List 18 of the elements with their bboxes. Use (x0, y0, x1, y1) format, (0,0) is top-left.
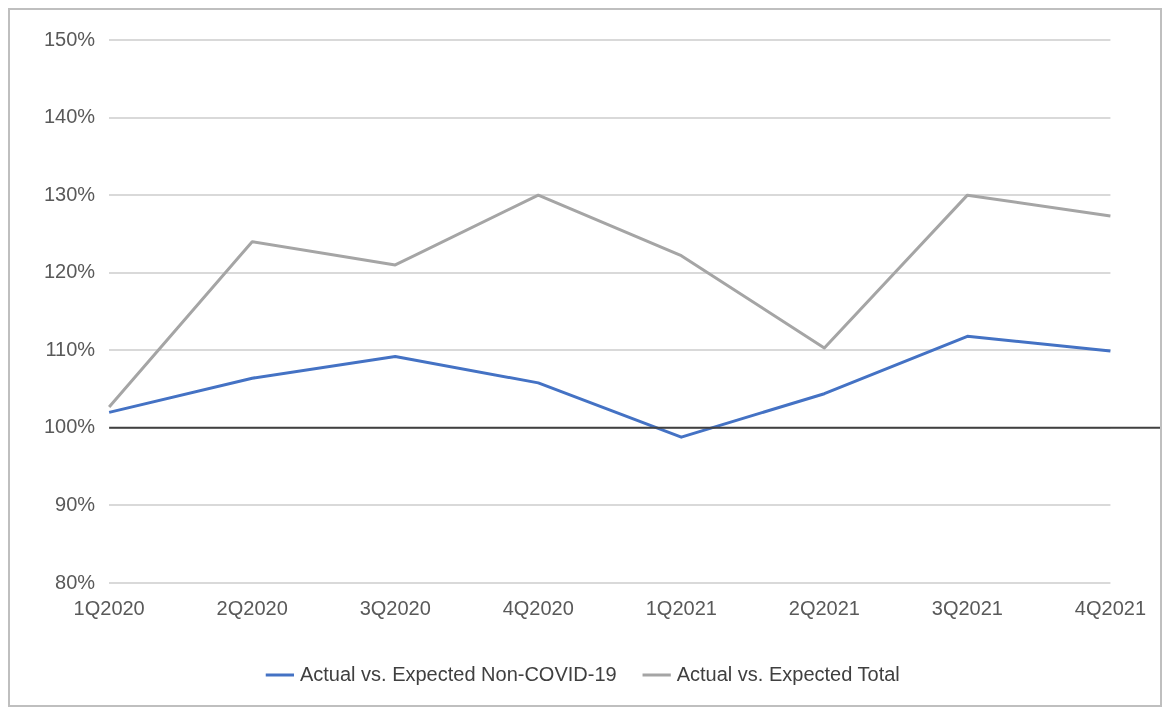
y-tick-label: 120% (44, 260, 96, 283)
x-tick-label: 4Q2020 (502, 596, 574, 619)
x-tick-label: 2Q2021 (788, 596, 860, 619)
y-tick-label: 110% (45, 337, 96, 360)
x-tick-label: 4Q2021 (1074, 596, 1146, 619)
legend-label: Actual vs. Expected Non-COVID-19 (299, 662, 617, 685)
y-tick-label: 80% (55, 570, 96, 593)
x-tick-label: 3Q2020 (359, 596, 431, 619)
x-tick-label: 1Q2020 (73, 596, 145, 619)
x-tick-label: 1Q2021 (645, 596, 717, 619)
y-tick-label: 130% (44, 182, 96, 205)
y-tick-label: 100% (44, 415, 96, 438)
y-tick-label: 150% (44, 27, 96, 50)
x-tick-label: 2Q2020 (216, 596, 288, 619)
legend-label: Actual vs. Expected Total (676, 662, 900, 685)
y-tick-label: 140% (44, 105, 96, 128)
x-tick-label: 3Q2021 (931, 596, 1003, 619)
y-tick-label: 90% (55, 492, 96, 515)
